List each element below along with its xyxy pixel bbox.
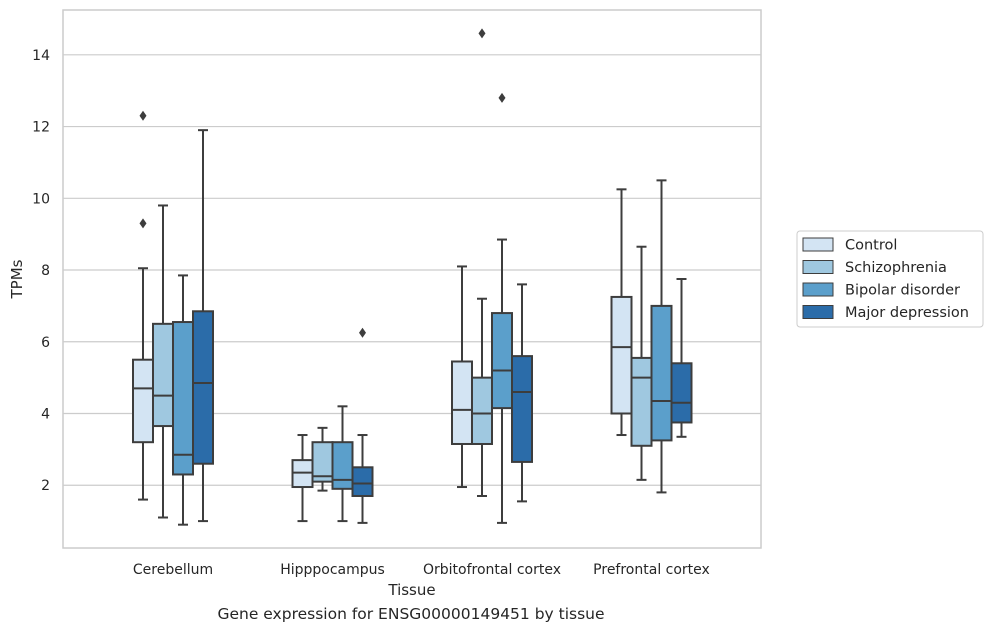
outlier-point [359,327,366,338]
box-bipolar-disorder [650,179,673,494]
box-major-depression [670,278,693,438]
box-iqr [610,295,633,415]
box-major-depression [192,129,214,523]
legend-swatch [802,282,834,297]
box-schizophrenia [471,28,493,497]
box-iqr [491,312,513,410]
y-tick-label: 12 [32,120,50,136]
box-iqr [132,358,154,444]
y-tick-label: 6 [41,335,50,351]
y-tick-label: 4 [41,407,50,423]
box-major-depression [511,283,533,503]
box-iqr [630,356,653,447]
legend-label: Major depression [845,305,969,321]
box-control [610,188,633,437]
box-schizophrenia [630,245,653,481]
x-tick-label: Prefrontal cortex [593,562,710,578]
y-tick-label: 14 [32,48,50,64]
box-schizophrenia [152,204,174,519]
outlier-point [478,28,486,39]
box-iqr [351,466,374,497]
legend-label: Bipolar disorder [845,283,960,299]
figure-caption: Gene expression for ENSG00000149451 by t… [217,605,605,623]
x-tick-label: Hipppocampus [280,562,385,578]
box-bipolar-disorder [331,405,354,523]
y-tick-label: 10 [32,191,50,207]
outlier-point [498,92,506,103]
box-iqr [650,304,673,442]
box-bipolar-disorder [172,274,194,526]
legend-frame [796,230,984,328]
box-iqr [471,376,493,445]
box-series-group [132,28,693,526]
box-iqr [670,362,693,424]
x-tick-labels: Cerebellum Hipppocampus Orbitofrontal cort… [133,562,710,578]
box-iqr [152,322,174,428]
plot-background [63,10,761,548]
x-axis-label: Tissue [387,581,435,599]
outlier-point [139,218,147,229]
box-iqr [192,310,214,465]
x-tick-label: Orbitofrontal cortex [423,562,561,578]
y-tick-label: 8 [41,263,50,279]
legend-label: Control [845,238,897,254]
box-iqr [172,321,194,476]
box-iqr [451,360,473,445]
box-major-depression [351,327,374,524]
plot-frame [62,9,762,549]
legend-label: Schizophrenia [845,260,947,276]
legend: Control Schizophrenia Bipolar disorder Majo… [796,230,984,328]
y-tick-label: 2 [41,478,50,494]
box-iqr [331,441,354,490]
y-axis-label: TPMs [8,259,26,299]
box-control [132,110,154,501]
legend-swatch [802,237,834,252]
y-tick-labels: 2 4 6 8 10 12 14 [32,48,50,494]
box-iqr [511,355,533,463]
x-tick-label: Cerebellum [133,562,213,578]
legend-swatch [802,260,834,274]
legend-swatch [802,305,834,319]
outlier-point [139,110,147,121]
